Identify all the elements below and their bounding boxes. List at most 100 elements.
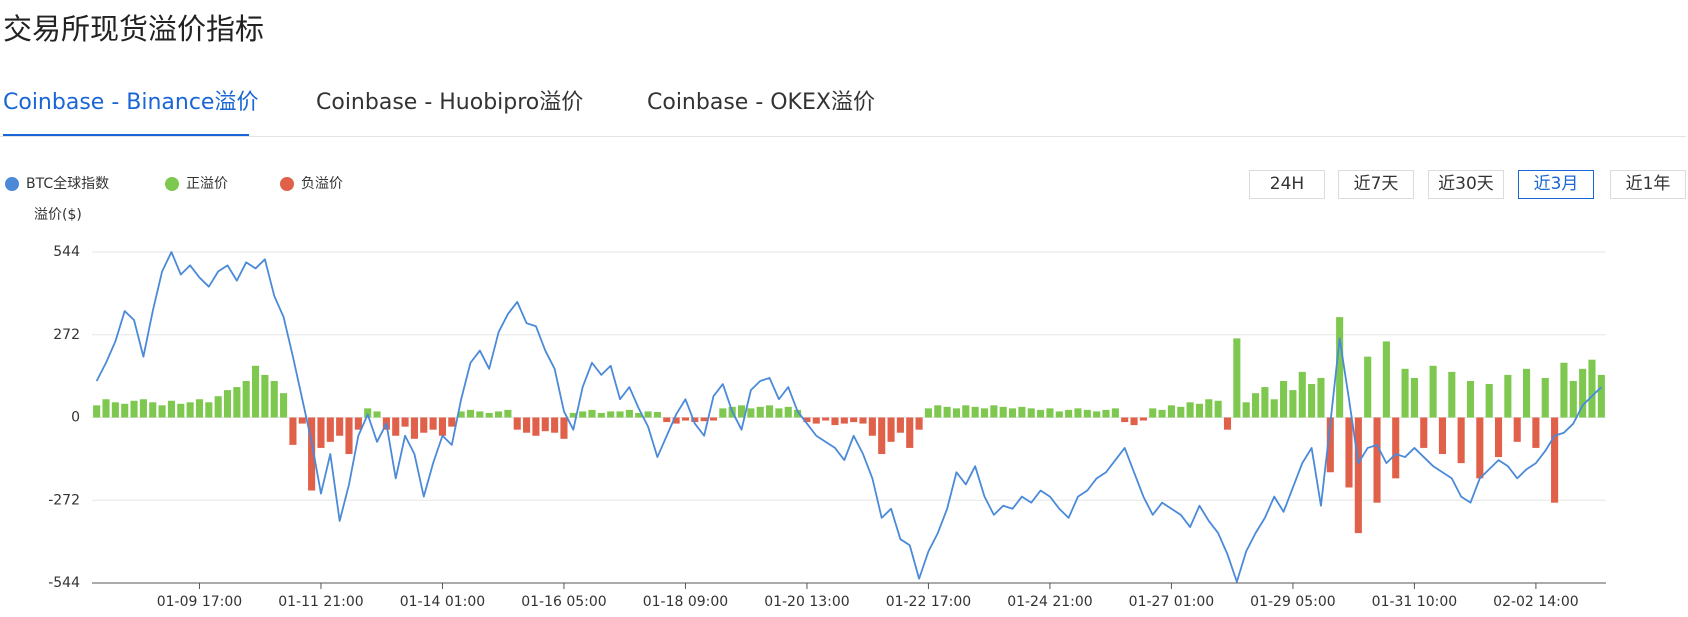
bar — [1345, 417, 1353, 488]
y-tick-label: 272 — [53, 327, 80, 343]
bar — [1242, 402, 1250, 418]
bar — [681, 417, 690, 421]
bar — [354, 417, 362, 430]
bar — [1504, 374, 1512, 418]
bar — [233, 387, 241, 418]
bar — [1167, 405, 1175, 418]
bar — [336, 417, 344, 436]
bar — [1130, 417, 1138, 426]
bar — [700, 417, 708, 422]
bar — [1018, 406, 1026, 418]
page-title: 交易所现货溢价指标 — [3, 12, 265, 46]
bar — [915, 417, 923, 430]
bar — [1597, 374, 1605, 418]
x-tick-label: 01-16 05:00 — [521, 594, 606, 610]
bar — [709, 417, 718, 421]
bar — [1448, 371, 1456, 418]
bar — [466, 409, 475, 418]
bar — [672, 417, 680, 424]
tab[interactable]: Coinbase - Binance溢价 — [3, 90, 259, 115]
bar — [401, 417, 409, 427]
bar — [1205, 399, 1213, 418]
bar — [410, 417, 418, 439]
bar — [504, 409, 512, 418]
bar — [1111, 408, 1119, 418]
bar — [943, 406, 951, 418]
bar — [1186, 402, 1194, 418]
bar — [167, 400, 175, 418]
x-tick-label: 01-29 05:00 — [1250, 594, 1335, 610]
x-tick-label: 01-27 01:00 — [1129, 594, 1214, 610]
bar — [1560, 362, 1568, 418]
bar — [1158, 409, 1166, 418]
bar — [1326, 417, 1334, 473]
bar — [1373, 417, 1381, 503]
range-button[interactable]: 24H — [1249, 170, 1325, 199]
bar — [1093, 411, 1101, 418]
x-tick-label: 01-22 17:00 — [886, 594, 971, 610]
bar — [1579, 368, 1587, 418]
y-axis-label: 溢价($) — [34, 207, 82, 223]
bar — [663, 417, 671, 423]
bar — [1410, 377, 1418, 418]
bar — [1466, 380, 1475, 418]
bar — [625, 409, 633, 418]
bar — [158, 405, 166, 418]
bar — [737, 405, 746, 418]
bar — [719, 408, 727, 418]
bar — [326, 417, 334, 442]
bar — [195, 399, 204, 418]
bar — [177, 403, 185, 418]
bar — [794, 409, 802, 418]
bar — [784, 406, 792, 418]
x-tick-label: 01-24 21:00 — [1007, 594, 1092, 610]
bar — [850, 417, 858, 423]
bar — [1195, 403, 1204, 418]
y-tick-label: 0 — [71, 410, 80, 426]
bar — [1055, 411, 1063, 418]
bar — [1401, 368, 1409, 418]
range-button[interactable]: 近30天 — [1428, 170, 1504, 199]
bar — [1438, 417, 1447, 455]
bar — [280, 393, 288, 418]
bar — [102, 399, 110, 418]
bar — [270, 380, 278, 418]
range-button[interactable]: 近7天 — [1338, 170, 1414, 199]
bar — [149, 402, 157, 418]
bar — [1523, 368, 1531, 418]
bar — [924, 408, 932, 418]
y-tick-label: -544 — [48, 575, 80, 591]
bar — [308, 417, 316, 491]
legend-marker — [165, 177, 179, 191]
bar — [1121, 417, 1129, 423]
y-tick-label: 544 — [53, 244, 80, 260]
x-tick-label: 02-02 14:00 — [1493, 594, 1578, 610]
bar — [635, 412, 643, 418]
bar — [887, 417, 895, 442]
bar — [111, 402, 119, 418]
bar — [494, 411, 503, 418]
bar — [1270, 399, 1278, 418]
bar — [139, 399, 147, 418]
range-button[interactable]: 近3月 — [1518, 170, 1594, 199]
bar — [1513, 417, 1521, 442]
bar — [1037, 409, 1045, 418]
bar — [1392, 417, 1400, 479]
bar — [1261, 387, 1269, 418]
x-tick-label: 01-09 17:00 — [157, 594, 242, 610]
line — [95, 251, 1602, 583]
tab[interactable]: Coinbase - OKEX溢价 — [647, 90, 875, 115]
tab[interactable]: Coinbase - Huobipro溢价 — [316, 90, 584, 115]
bar — [980, 408, 989, 418]
bar — [1214, 400, 1222, 418]
range-button[interactable]: 近1年 — [1610, 170, 1686, 199]
bar — [1289, 390, 1297, 418]
separator — [0, 136, 1686, 137]
bar — [121, 403, 129, 418]
legend-marker — [5, 177, 19, 191]
bar — [766, 405, 774, 418]
bar — [1476, 417, 1484, 479]
x-tick-label: 01-20 13:00 — [764, 594, 849, 610]
bar — [934, 405, 942, 418]
